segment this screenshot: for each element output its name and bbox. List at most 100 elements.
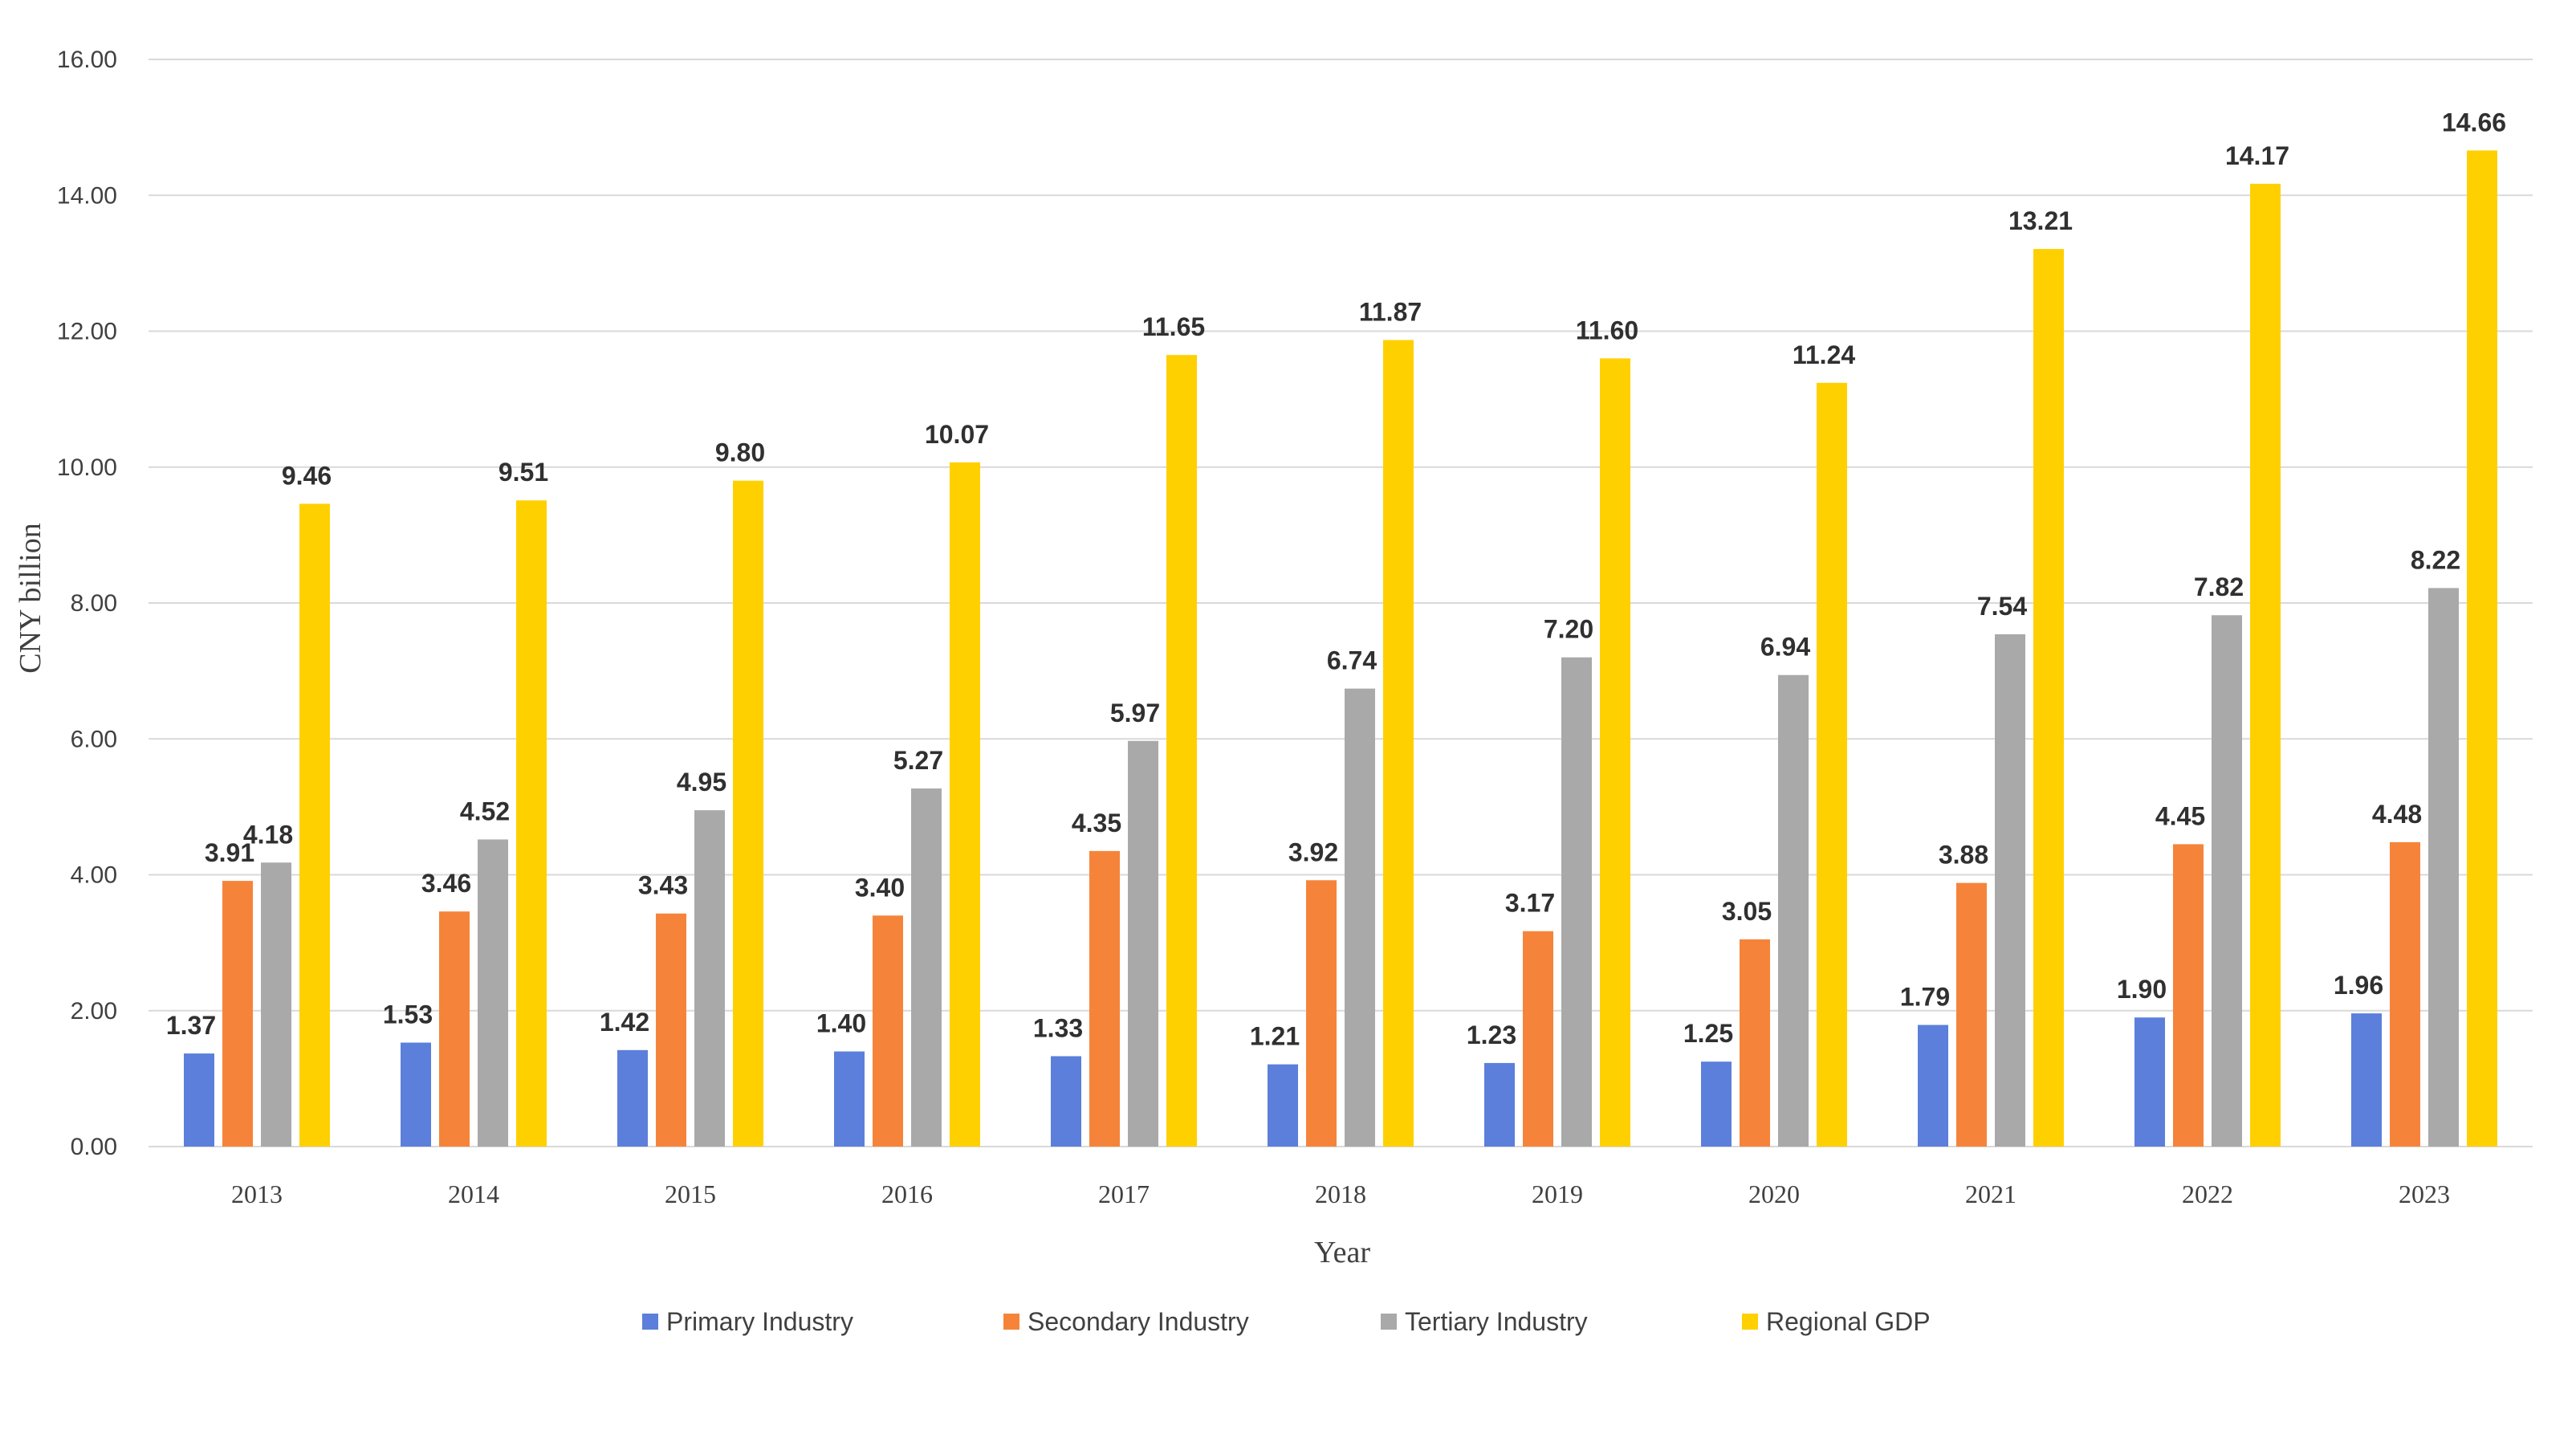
bar-primary-industry [834, 1051, 865, 1147]
legend-item: Secondary Industry [1003, 1307, 1249, 1336]
bar-secondary-industry [439, 911, 470, 1147]
bar-regional-gdp [299, 503, 330, 1147]
bar-regional-gdp [2250, 183, 2281, 1147]
bar-secondary-industry [1523, 931, 1553, 1147]
bar-primary-industry [1268, 1064, 1298, 1147]
data-label: 3.43 [638, 871, 688, 900]
bar-secondary-industry [2390, 841, 2420, 1147]
data-label: 4.35 [1072, 809, 1121, 837]
data-label: 1.79 [1900, 983, 1950, 1012]
data-label: 1.37 [166, 1011, 216, 1040]
data-label: 1.40 [816, 1009, 866, 1038]
legend-swatch [1742, 1314, 1758, 1330]
x-axis-ticks: 2013 2014 2015 2016 2017 2018 2019 2020 2021 2022… [231, 1179, 2450, 1208]
legend-label: Regional GDP [1766, 1307, 1931, 1336]
data-label: 1.90 [2117, 975, 2167, 1004]
y-axis-title: CNY billion [14, 523, 47, 674]
x-tick-label: 2021 [1965, 1179, 2016, 1208]
legend-swatch [1003, 1314, 1019, 1330]
bar-tertiary-industry [478, 839, 508, 1147]
bar-regional-gdp [950, 462, 980, 1147]
data-label: 6.94 [1760, 633, 1810, 662]
bar-tertiary-industry [261, 862, 291, 1147]
data-label: 4.95 [677, 768, 726, 796]
data-label: 3.88 [1939, 841, 1988, 870]
data-label: 9.46 [282, 461, 332, 490]
data-label: 11.24 [1793, 340, 1856, 369]
data-label: 5.27 [893, 746, 943, 775]
bar-primary-industry [2134, 1017, 2165, 1147]
x-tick-label: 2022 [2182, 1179, 2233, 1208]
y-tick-label: 12.00 [57, 319, 117, 345]
x-tick-label: 2017 [1098, 1179, 1150, 1208]
data-label: 1.33 [1033, 1013, 1083, 1042]
bar-primary-industry [2351, 1013, 2382, 1147]
x-tick-label: 2015 [665, 1179, 716, 1208]
bar-tertiary-industry [1561, 657, 1592, 1147]
data-label: 7.20 [1544, 615, 1593, 644]
bar-primary-industry [1484, 1062, 1515, 1147]
bar-tertiary-industry [1778, 674, 1809, 1147]
legend-item: Regional GDP [1742, 1307, 1931, 1336]
data-label: 3.17 [1505, 889, 1555, 918]
data-label: 1.21 [1250, 1022, 1300, 1051]
bar-regional-gdp [1166, 355, 1197, 1147]
bar-secondary-industry [1306, 880, 1337, 1147]
legend-swatch [1381, 1314, 1397, 1330]
bar-tertiary-industry [2428, 588, 2459, 1147]
data-label: 3.40 [855, 873, 905, 902]
data-label: 13.21 [2008, 206, 2073, 235]
bar-regional-gdp [733, 480, 763, 1147]
bar-tertiary-industry [911, 788, 942, 1147]
data-label: 1.96 [2334, 971, 2383, 1000]
bars [184, 150, 2497, 1147]
y-tick-label: 16.00 [57, 47, 117, 73]
y-tick-label: 6.00 [71, 726, 117, 752]
data-label: 1.53 [383, 1000, 433, 1029]
bar-secondary-industry [1089, 850, 1120, 1147]
y-axis-ticks: 0.00 2.00 4.00 6.00 8.00 10.00 12.00 14.00 16.00 [57, 47, 117, 1160]
data-label: 5.97 [1110, 699, 1160, 727]
x-tick-label: 2018 [1315, 1179, 1366, 1208]
legend-item: Primary Industry [642, 1307, 853, 1336]
data-label: 6.74 [1327, 646, 1377, 675]
legend-label: Primary Industry [666, 1307, 853, 1336]
bar-regional-gdp [2467, 150, 2497, 1147]
bar-regional-gdp [2033, 249, 2064, 1147]
data-label: 9.51 [499, 458, 548, 487]
bar-tertiary-industry [694, 810, 725, 1147]
data-label: 10.07 [925, 420, 989, 449]
y-tick-label: 4.00 [71, 862, 117, 889]
bar-secondary-industry [222, 881, 253, 1147]
y-tick-label: 8.00 [71, 590, 117, 617]
bar-tertiary-industry [1128, 740, 1158, 1147]
x-tick-label: 2016 [881, 1179, 933, 1208]
data-label: 9.80 [715, 438, 765, 467]
legend-item: Tertiary Industry [1381, 1307, 1588, 1336]
bar-tertiary-industry [1345, 688, 1375, 1147]
bar-regional-gdp [1600, 358, 1630, 1147]
bar-tertiary-industry [2212, 615, 2242, 1147]
x-tick-label: 2020 [1748, 1179, 1800, 1208]
data-label: 1.42 [600, 1008, 649, 1037]
bar-secondary-industry [656, 913, 686, 1147]
bar-primary-industry [401, 1042, 431, 1147]
data-label: 3.92 [1288, 837, 1338, 866]
data-label: 14.66 [2442, 108, 2506, 136]
data-label: 4.52 [460, 796, 510, 825]
bar-primary-industry [617, 1049, 648, 1147]
data-label: 7.82 [2194, 572, 2244, 601]
bar-secondary-industry [2173, 844, 2204, 1147]
bar-tertiary-industry [1995, 634, 2025, 1147]
bar-secondary-industry [1956, 882, 1987, 1147]
data-label: 3.05 [1722, 897, 1772, 926]
y-tick-label: 14.00 [57, 182, 117, 209]
bar-secondary-industry [873, 915, 903, 1147]
data-label: 3.46 [421, 869, 471, 898]
bar-primary-industry [1701, 1061, 1732, 1147]
data-label: 4.45 [2155, 801, 2205, 830]
data-label: 11.60 [1576, 316, 1638, 344]
data-label: 7.54 [1977, 592, 2027, 621]
